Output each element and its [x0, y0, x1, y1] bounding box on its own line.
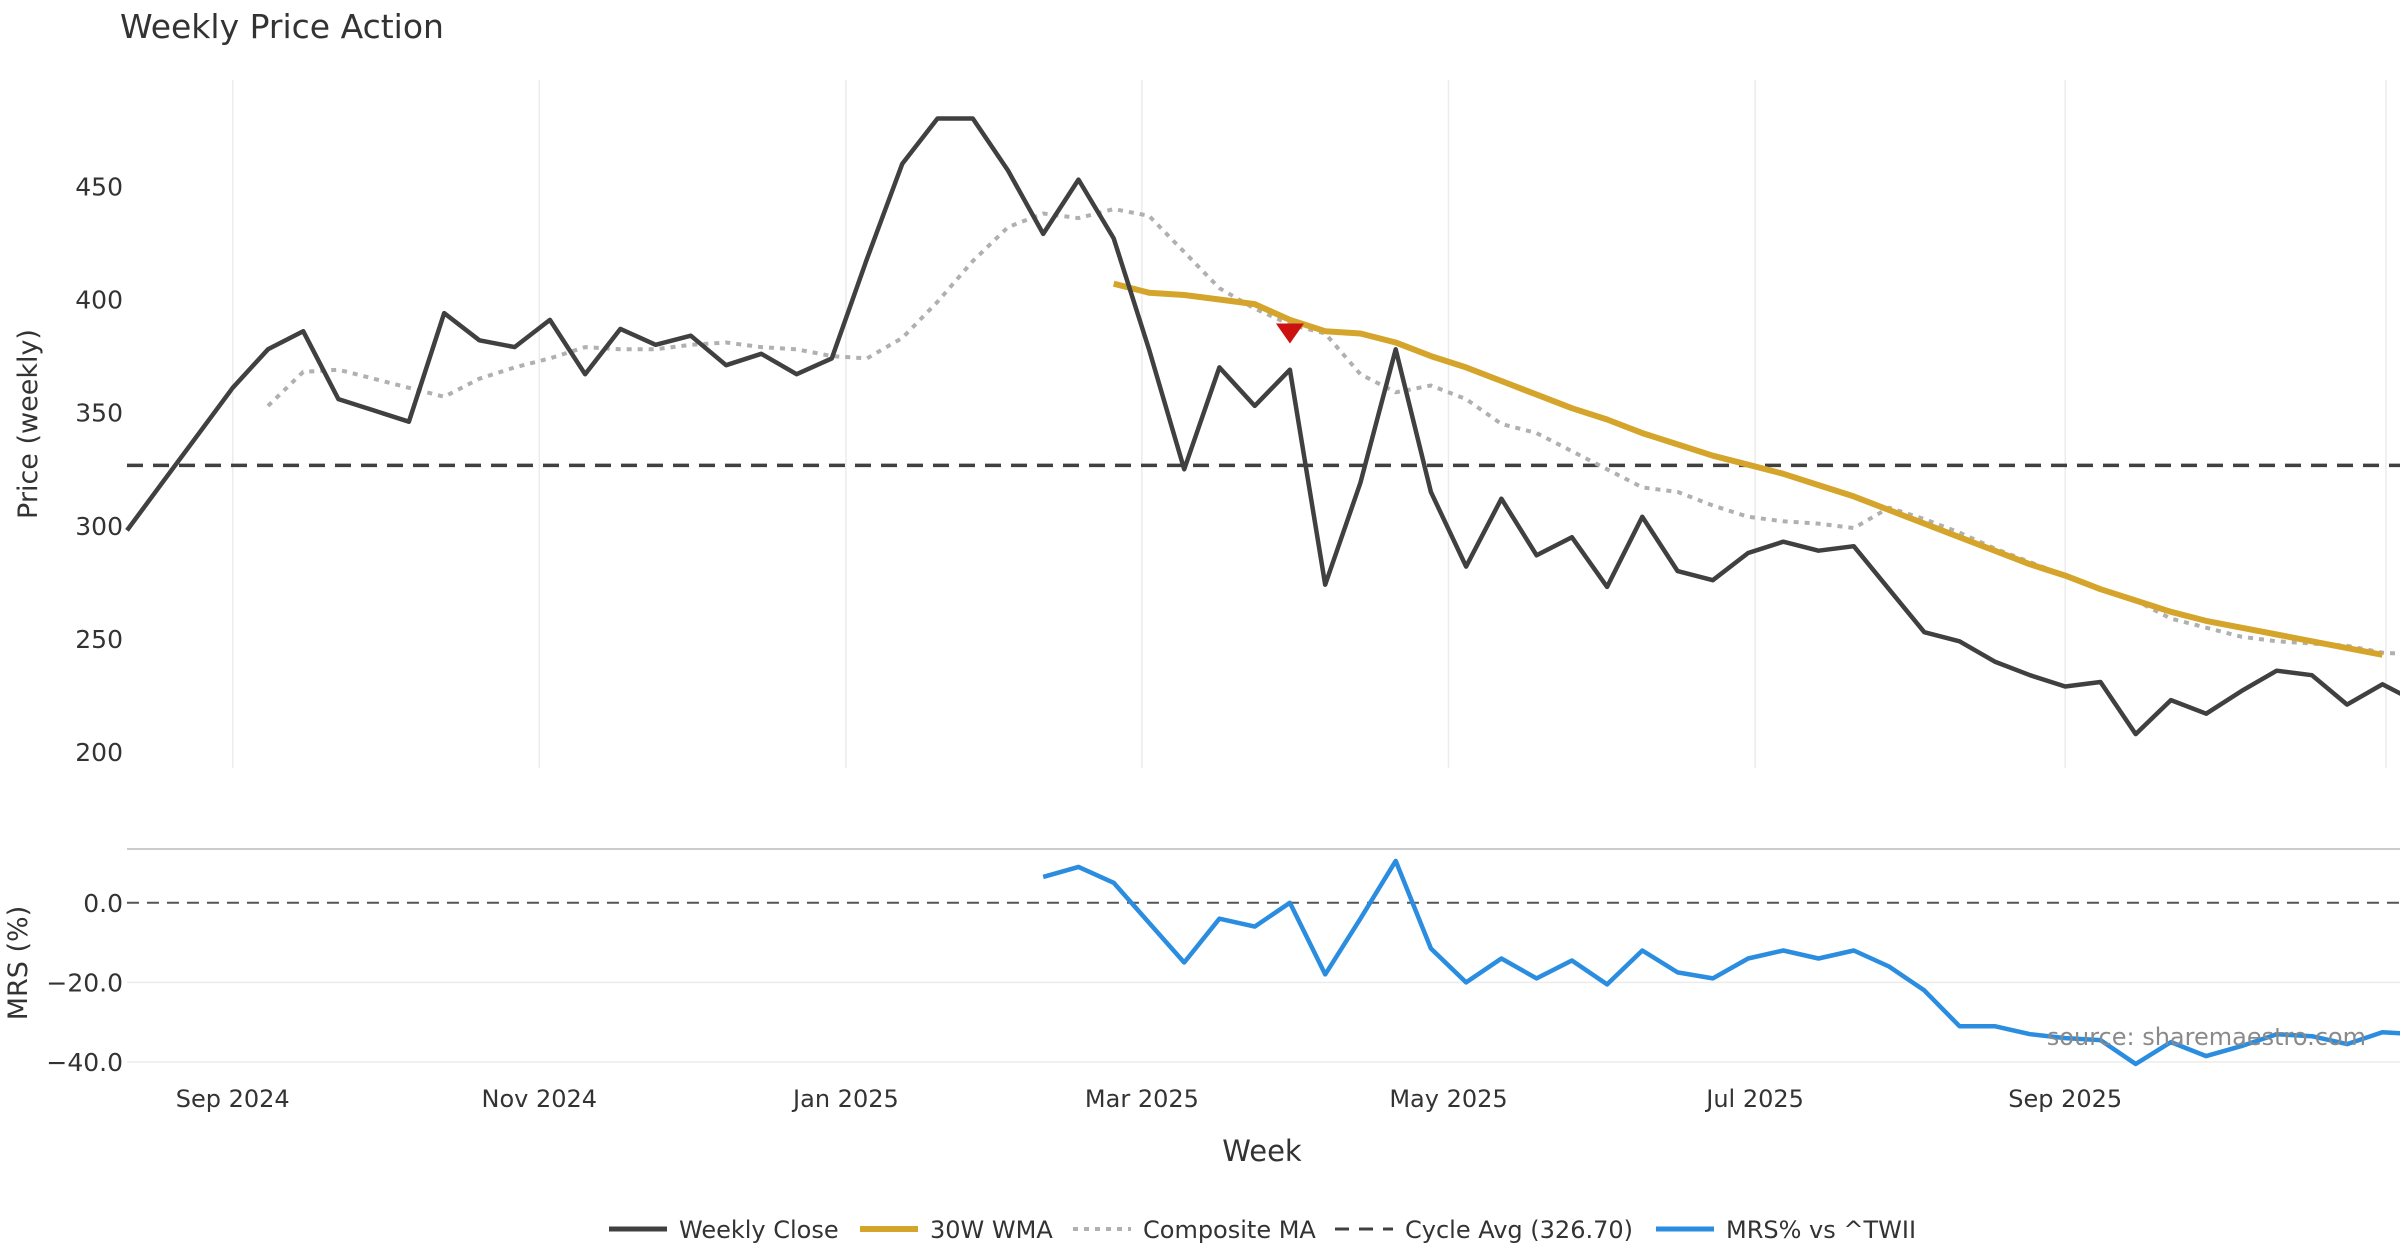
- x-tick-label: May 2025: [1389, 1085, 1507, 1113]
- mrs-series: [1042, 858, 2400, 1067]
- price-y-tick-label: 200: [75, 738, 123, 767]
- legend-label: 30W WMA: [930, 1216, 1053, 1244]
- legend-label: Cycle Avg (326.70): [1405, 1216, 1633, 1244]
- chart-title: Weekly Price Action: [120, 7, 444, 46]
- price-y-tick-label: 250: [75, 625, 123, 654]
- legend-label: Weekly Close: [679, 1216, 839, 1244]
- mrs-y-axis-label: MRS (%): [3, 906, 34, 1021]
- mrs-gridlines: [127, 901, 2400, 1063]
- mrs-y-tick-label: −20.0: [46, 968, 123, 997]
- x-tick-label: Jul 2025: [1704, 1085, 1804, 1113]
- legend-label: MRS% vs ^TWII: [1726, 1216, 1916, 1244]
- price-y-tick-label: 350: [75, 399, 123, 428]
- legend: Weekly Close 30W WMA Composite MA Cycle Avg…: [609, 1216, 1916, 1244]
- price-series: [125, 116, 2400, 737]
- composite-ma-line: [266, 207, 2400, 656]
- x-tick-label: Mar 2025: [1085, 1085, 1199, 1113]
- price-y-tick-label: 400: [75, 286, 123, 315]
- wma-30w-line: [1112, 280, 2383, 658]
- price-y-axis-label: Price (weekly): [13, 329, 44, 519]
- sell-signal-marker-icon: [1275, 323, 1304, 344]
- mrs-line: [1042, 858, 2400, 1067]
- x-tick-label: Sep 2025: [2008, 1085, 2122, 1113]
- price-y-tick-label: 300: [75, 512, 123, 541]
- x-tick-label: Sep 2024: [176, 1085, 290, 1113]
- price-y-ticks: 200 250 300 350 400 450: [75, 172, 123, 767]
- mrs-y-tick-label: 0.0: [83, 889, 123, 918]
- mrs-y-tick-label: −40.0: [46, 1048, 123, 1077]
- source-note: source: sharemaestro.com: [2047, 1023, 2366, 1051]
- weekly-close-line: [125, 116, 2400, 737]
- x-tick-label: Nov 2024: [482, 1085, 598, 1113]
- x-axis-ticks: Sep 2024 Nov 2024 Jan 2025 Mar 2025 May 2025…: [176, 1085, 2122, 1113]
- price-gridlines: [231, 80, 2387, 768]
- legend-label: Composite MA: [1143, 1216, 1316, 1244]
- x-tick-label: Jan 2025: [791, 1085, 899, 1113]
- x-axis-label: Week: [1222, 1134, 1302, 1168]
- price-y-tick-label: 450: [75, 172, 123, 201]
- mrs-y-ticks: 0.0 −20.0 −40.0: [46, 889, 123, 1077]
